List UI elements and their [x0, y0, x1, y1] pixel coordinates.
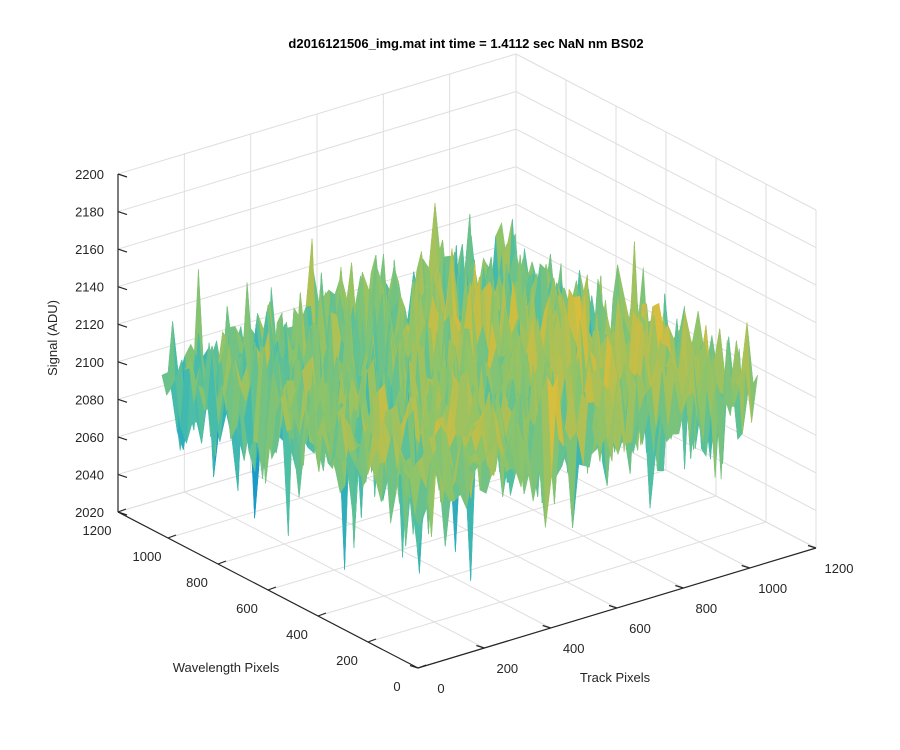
y-tick-label: 1200 — [83, 523, 112, 538]
grid-line-floor-y — [267, 469, 667, 591]
grid-line-back-z — [117, 166, 517, 288]
x-tick — [608, 604, 618, 609]
z-tick — [117, 361, 128, 366]
x-tick — [675, 584, 684, 589]
surface-mesh — [161, 203, 758, 581]
y-tick — [267, 586, 277, 591]
z-tick — [117, 248, 128, 253]
x-tick-label: 400 — [563, 641, 585, 656]
surface-facet — [413, 510, 425, 555]
z-tick — [117, 286, 128, 291]
x-tick-label: 200 — [496, 661, 518, 676]
y-tick — [417, 664, 427, 669]
z-tick-label: 2040 — [75, 467, 104, 482]
z-tick — [117, 398, 128, 403]
y-tick — [117, 508, 127, 513]
x-tick — [542, 624, 551, 629]
grid-line-floor-y — [367, 521, 767, 643]
axes — [117, 173, 817, 669]
grid-line-back-z — [117, 128, 517, 250]
y-tick-label: 400 — [286, 627, 308, 642]
x-axis-title: Track Pixels — [580, 670, 651, 685]
y-axis-title: Wavelength Pixels — [173, 660, 280, 675]
y-tick — [217, 560, 227, 565]
z-tick — [117, 323, 128, 328]
y-tick — [167, 534, 177, 539]
z-tick — [117, 473, 128, 479]
z-tick-label: 2080 — [75, 392, 104, 407]
z-tick-label: 2180 — [75, 205, 104, 220]
y-tick — [367, 638, 377, 643]
y-tick-label: 200 — [336, 653, 358, 668]
z-tick-label: 2020 — [75, 505, 104, 520]
x-tick-label: 1200 — [825, 561, 854, 576]
grid-line-side-z — [515, 91, 817, 248]
y-tick-label: 800 — [186, 575, 208, 590]
chart-title: d2016121506_img.mat int time = 1.4112 se… — [288, 36, 643, 51]
x-tick — [807, 544, 817, 549]
z-axis-title: Signal (ADU) — [45, 300, 60, 376]
z-tick — [117, 210, 128, 216]
x-tick-label: 0 — [437, 681, 444, 696]
grid-line-back-z — [117, 203, 517, 325]
z-tick — [117, 511, 128, 516]
y-tick-label: 600 — [236, 601, 258, 616]
z-tick-label: 2140 — [75, 280, 104, 295]
x-tick-label: 1000 — [758, 581, 787, 596]
y-tick — [317, 612, 327, 617]
z-tick-label: 2060 — [75, 430, 104, 445]
z-tick — [117, 173, 128, 178]
x-tick-label: 800 — [695, 601, 717, 616]
y-tick-label: 1000 — [133, 549, 162, 564]
z-tick — [117, 436, 128, 441]
grid-line-side-z — [515, 53, 817, 211]
grid-line-side-z — [515, 166, 817, 324]
grid-line-side-z — [515, 128, 817, 286]
grid-line-back-z — [117, 91, 517, 213]
grid-line-back-z — [117, 53, 517, 175]
x-tick-label: 600 — [629, 621, 651, 636]
x-tick — [409, 664, 419, 669]
y-tick-label: 0 — [393, 679, 400, 694]
z-tick-label: 2100 — [75, 355, 104, 370]
z-tick-label: 2160 — [75, 242, 104, 257]
z-tick-label: 2120 — [75, 317, 104, 332]
x-tick — [476, 644, 485, 649]
tick-labels: 0 200 400 600 800 1000 1200 0 200 400 600 800 1000 12… — [75, 167, 853, 696]
grid-line-floor-y — [317, 495, 717, 617]
grid-line-side-z — [515, 203, 817, 361]
x-tick — [741, 564, 750, 569]
z-tick-label: 2200 — [75, 167, 104, 182]
